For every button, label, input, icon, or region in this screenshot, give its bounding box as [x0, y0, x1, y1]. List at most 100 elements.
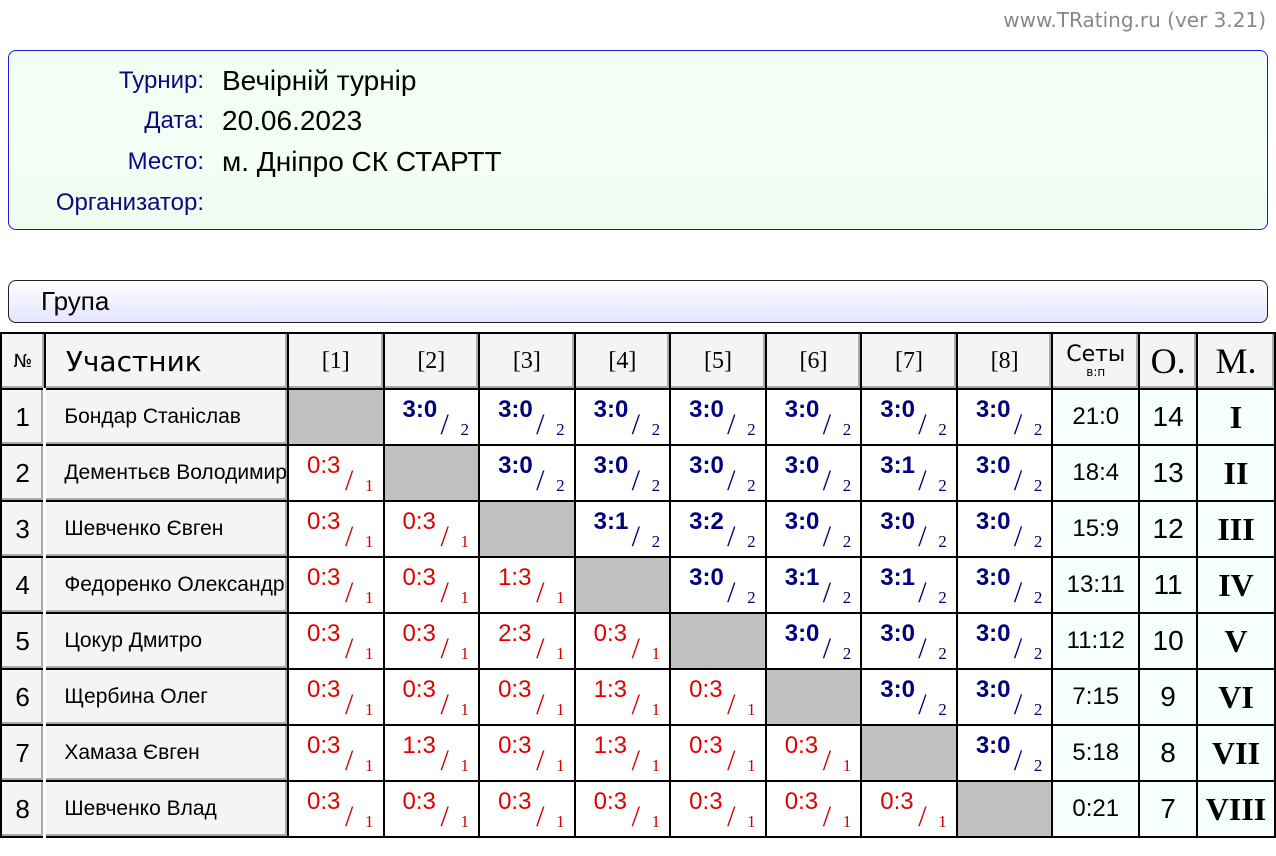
player-name[interactable]: Федоренко Олександр — [43, 556, 289, 614]
win-cell[interactable]: 3:0/ 2 — [764, 612, 863, 670]
loss-cell[interactable]: 0:3/ 1 — [382, 668, 481, 726]
win-cell[interactable]: 3:0/ 2 — [955, 556, 1054, 614]
match-points: 1 — [651, 700, 661, 719]
match-points: 1 — [364, 644, 374, 663]
site-link[interactable]: www.TRating.ru (ver 3.21) — [1003, 8, 1266, 32]
player-name[interactable]: Цокур Дмитро — [43, 612, 289, 670]
win-cell[interactable]: 3:0/ 2 — [955, 444, 1054, 502]
loss-cell[interactable]: 0:3/ 1 — [382, 780, 481, 838]
match-points: 2 — [1033, 532, 1043, 551]
slash-separator: / — [727, 464, 736, 497]
match-score: 0:3 — [402, 508, 436, 535]
win-cell[interactable]: 3:0/ 2 — [764, 388, 863, 446]
loss-cell[interactable]: 0:3/ 1 — [286, 500, 385, 558]
points-total: 13 — [1138, 444, 1199, 502]
win-cell[interactable]: 3:0/ 2 — [860, 668, 958, 726]
win-cell[interactable]: 3:0/ 2 — [669, 444, 767, 502]
loss-cell[interactable]: 0:3/ 1 — [286, 444, 385, 502]
win-cell[interactable]: 3:1/ 2 — [573, 500, 672, 558]
loss-cell[interactable]: 0:3/ 1 — [669, 780, 767, 838]
slash-separator: / — [631, 464, 640, 497]
win-cell[interactable]: 3:0/ 2 — [955, 500, 1054, 558]
win-cell[interactable]: 3:0/ 2 — [573, 388, 672, 446]
match-score: 0:3 — [880, 788, 914, 815]
loss-cell[interactable]: 2:3/ 1 — [478, 612, 576, 670]
win-cell[interactable]: 3:0/ 2 — [669, 556, 767, 614]
player-name[interactable]: Щербина Олег — [43, 668, 289, 726]
win-cell[interactable]: 3:0/ 2 — [860, 612, 958, 670]
loss-cell[interactable]: 0:3/ 1 — [286, 780, 385, 838]
loss-cell[interactable]: 1:3/ 1 — [382, 724, 481, 782]
slash-separator: / — [1013, 744, 1023, 777]
match-points: 2 — [842, 588, 852, 607]
win-cell[interactable]: 3:0/ 2 — [860, 500, 958, 558]
loss-cell[interactable]: 0:3/ 1 — [669, 724, 767, 782]
slash-separator: / — [822, 520, 832, 553]
match-score: 0:3 — [784, 732, 819, 759]
loss-cell[interactable]: 1:3/ 1 — [573, 724, 672, 782]
row-number: 6 — [0, 668, 46, 726]
win-cell[interactable]: 3:0/ 2 — [955, 612, 1054, 670]
loss-cell[interactable]: 0:3/ 1 — [286, 556, 385, 614]
win-cell[interactable]: 3:0/ 2 — [764, 444, 863, 502]
place-label: Место: — [127, 148, 204, 175]
win-cell[interactable]: 3:0/ 2 — [955, 724, 1054, 782]
slash-separator: / — [727, 408, 736, 441]
win-cell[interactable]: 3:0/ 2 — [669, 388, 767, 446]
loss-cell[interactable]: 1:3/ 1 — [573, 668, 672, 726]
win-cell[interactable]: 3:0/ 2 — [478, 388, 576, 446]
loss-cell[interactable]: 0:3/ 1 — [286, 668, 385, 726]
win-cell[interactable]: 3:0/ 2 — [764, 500, 863, 558]
slash-separator: / — [440, 408, 449, 441]
loss-cell[interactable]: 0:3/ 1 — [382, 556, 481, 614]
points-total: 11 — [1138, 556, 1199, 614]
loss-cell[interactable]: 0:3/ 1 — [286, 612, 385, 670]
win-cell[interactable]: 3:0/ 2 — [382, 388, 481, 446]
loss-cell[interactable]: 0:3/ 1 — [669, 668, 767, 726]
slash-separator: / — [822, 464, 832, 497]
player-name[interactable]: Бондар Станіслав — [43, 388, 289, 446]
row-number: 2 — [0, 444, 46, 502]
loss-cell[interactable]: 0:3/ 1 — [382, 612, 481, 670]
player-name[interactable]: Хамаза Євген — [43, 724, 289, 782]
match-score: 3:0 — [784, 396, 820, 423]
loss-cell[interactable]: 0:3/ 1 — [860, 780, 958, 838]
slash-separator: / — [440, 744, 449, 777]
win-cell[interactable]: 3:0/ 2 — [478, 444, 576, 502]
player-name[interactable]: Дементьєв Володимир — [43, 444, 289, 502]
win-cell[interactable]: 3:0/ 2 — [860, 388, 958, 446]
win-cell[interactable]: 3:1/ 2 — [860, 556, 958, 614]
sets-header-sub: в:п — [1086, 365, 1106, 379]
self-cell — [955, 780, 1054, 838]
loss-cell[interactable]: 0:3/ 1 — [764, 724, 863, 782]
win-cell[interactable]: 3:2/ 2 — [669, 500, 767, 558]
sets-total: 0:21 — [1051, 780, 1141, 838]
win-cell[interactable]: 3:0/ 2 — [573, 444, 672, 502]
loss-cell[interactable]: 0:3/ 1 — [478, 724, 576, 782]
sets-total: 18:4 — [1051, 444, 1141, 502]
win-cell[interactable]: 3:1/ 2 — [860, 444, 958, 502]
win-cell[interactable]: 3:0/ 2 — [955, 668, 1054, 726]
match-points: 2 — [556, 476, 565, 495]
match-score: 3:1 — [880, 452, 915, 479]
player-name[interactable]: Шевченко Євген — [43, 500, 289, 558]
win-cell[interactable]: 3:0/ 2 — [955, 388, 1054, 446]
slash-separator: / — [631, 632, 640, 665]
match-score: 3:0 — [689, 452, 724, 479]
win-cell[interactable]: 3:1/ 2 — [764, 556, 863, 614]
loss-cell[interactable]: 0:3/ 1 — [764, 780, 863, 838]
loss-cell[interactable]: 0:3/ 1 — [478, 780, 576, 838]
slash-separator: / — [822, 632, 832, 665]
loss-cell[interactable]: 1:3/ 1 — [478, 556, 576, 614]
player-name[interactable]: Шевченко Влад — [43, 780, 289, 838]
loss-cell[interactable]: 0:3/ 1 — [286, 724, 385, 782]
match-score: 0:3 — [306, 508, 341, 535]
sets-total: 5:18 — [1051, 724, 1141, 782]
match-score: 3:0 — [975, 508, 1011, 535]
loss-cell[interactable]: 0:3/ 1 — [478, 668, 576, 726]
slash-separator: / — [344, 800, 354, 833]
loss-cell[interactable]: 0:3/ 1 — [573, 780, 672, 838]
loss-cell[interactable]: 0:3/ 1 — [573, 612, 672, 670]
match-score: 3:0 — [784, 452, 820, 479]
loss-cell[interactable]: 0:3/ 1 — [382, 500, 481, 558]
